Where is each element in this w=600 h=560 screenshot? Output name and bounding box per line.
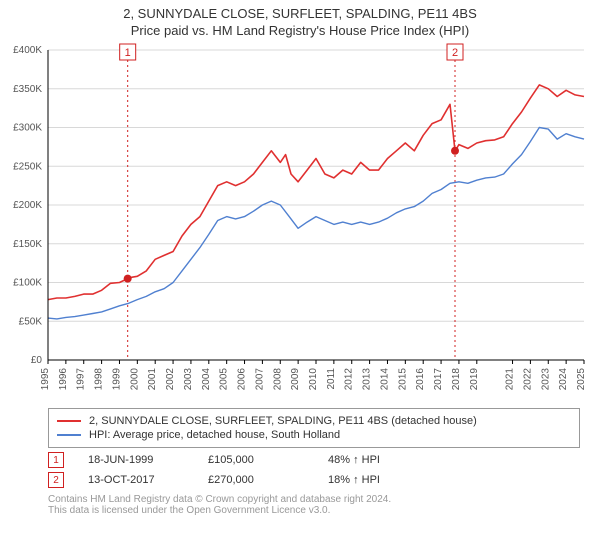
svg-text:1999: 1999 [111, 368, 122, 391]
legend-item: HPI: Average price, detached house, Sout… [57, 429, 571, 441]
svg-text:2003: 2003 [183, 368, 194, 391]
chart-container: 2, SUNNYDALE CLOSE, SURFLEET, SPALDING, … [0, 0, 600, 516]
title-block: 2, SUNNYDALE CLOSE, SURFLEET, SPALDING, … [0, 0, 600, 40]
svg-text:2015: 2015 [397, 368, 408, 391]
footer: Contains HM Land Registry data © Crown c… [48, 494, 580, 516]
svg-text:£350K: £350K [13, 84, 42, 95]
svg-text:2011: 2011 [326, 368, 337, 390]
event-row: 1 18-JUN-1999 £105,000 48% ↑ HPI [48, 452, 580, 468]
svg-text:1996: 1996 [58, 368, 69, 391]
event-price: £105,000 [208, 454, 304, 466]
title-address: 2, SUNNYDALE CLOSE, SURFLEET, SPALDING, … [0, 6, 600, 21]
svg-text:2009: 2009 [290, 368, 301, 391]
legend: 2, SUNNYDALE CLOSE, SURFLEET, SPALDING, … [48, 408, 580, 448]
legend-swatch [57, 434, 81, 436]
event-date: 13-OCT-2017 [88, 474, 184, 486]
event-row: 2 13-OCT-2017 £270,000 18% ↑ HPI [48, 472, 580, 488]
svg-text:1997: 1997 [76, 368, 87, 391]
svg-text:2: 2 [452, 47, 458, 59]
footer-line: This data is licensed under the Open Gov… [48, 505, 580, 516]
legend-label: 2, SUNNYDALE CLOSE, SURFLEET, SPALDING, … [89, 415, 477, 427]
footer-line: Contains HM Land Registry data © Crown c… [48, 494, 580, 505]
legend-item: 2, SUNNYDALE CLOSE, SURFLEET, SPALDING, … [57, 415, 571, 427]
svg-text:1: 1 [125, 47, 131, 59]
svg-text:2000: 2000 [129, 368, 140, 391]
event-table: 1 18-JUN-1999 £105,000 48% ↑ HPI 2 13-OC… [48, 452, 580, 488]
svg-text:2022: 2022 [522, 368, 533, 391]
svg-text:2010: 2010 [308, 368, 319, 391]
legend-swatch [57, 420, 81, 422]
svg-text:2002: 2002 [165, 368, 176, 391]
svg-text:2001: 2001 [147, 368, 158, 391]
svg-text:£250K: £250K [13, 161, 42, 172]
svg-text:£400K: £400K [13, 45, 42, 56]
svg-text:2014: 2014 [379, 368, 390, 391]
svg-text:2013: 2013 [362, 368, 373, 391]
svg-text:2006: 2006 [237, 368, 248, 391]
svg-text:£0: £0 [31, 355, 43, 366]
svg-text:2016: 2016 [415, 368, 426, 391]
svg-text:2021: 2021 [505, 368, 516, 391]
svg-text:2004: 2004 [201, 368, 212, 391]
svg-text:1998: 1998 [94, 368, 105, 391]
chart-svg: £0 £50K £100K £150K £200K £250K £300K £350K £400… [0, 40, 600, 400]
svg-text:2019: 2019 [469, 368, 480, 391]
svg-text:2005: 2005 [219, 368, 230, 391]
event-delta: 48% ↑ HPI [328, 454, 424, 466]
svg-text:2012: 2012 [344, 368, 355, 391]
svg-text:2008: 2008 [272, 368, 283, 391]
event-price: £270,000 [208, 474, 304, 486]
svg-text:2018: 2018 [451, 368, 462, 391]
svg-text:£150K: £150K [13, 239, 42, 250]
svg-text:£200K: £200K [13, 200, 42, 211]
svg-text:£50K: £50K [19, 316, 43, 327]
legend-label: HPI: Average price, detached house, Sout… [89, 429, 340, 441]
svg-text:2017: 2017 [433, 368, 444, 391]
svg-text:2024: 2024 [558, 368, 569, 391]
event-delta: 18% ↑ HPI [328, 474, 424, 486]
title-subtitle: Price paid vs. HM Land Registry's House … [0, 23, 600, 38]
svg-text:2007: 2007 [254, 368, 265, 391]
svg-text:2025: 2025 [576, 368, 587, 391]
event-date: 18-JUN-1999 [88, 454, 184, 466]
event-marker-icon: 1 [48, 452, 64, 468]
svg-text:£300K: £300K [13, 123, 42, 134]
event-marker-icon: 2 [48, 472, 64, 488]
svg-text:1995: 1995 [40, 368, 51, 391]
svg-text:2023: 2023 [540, 368, 551, 391]
svg-text:£100K: £100K [13, 278, 42, 289]
chart: £0 £50K £100K £150K £200K £250K £300K £350K £400… [0, 40, 600, 400]
